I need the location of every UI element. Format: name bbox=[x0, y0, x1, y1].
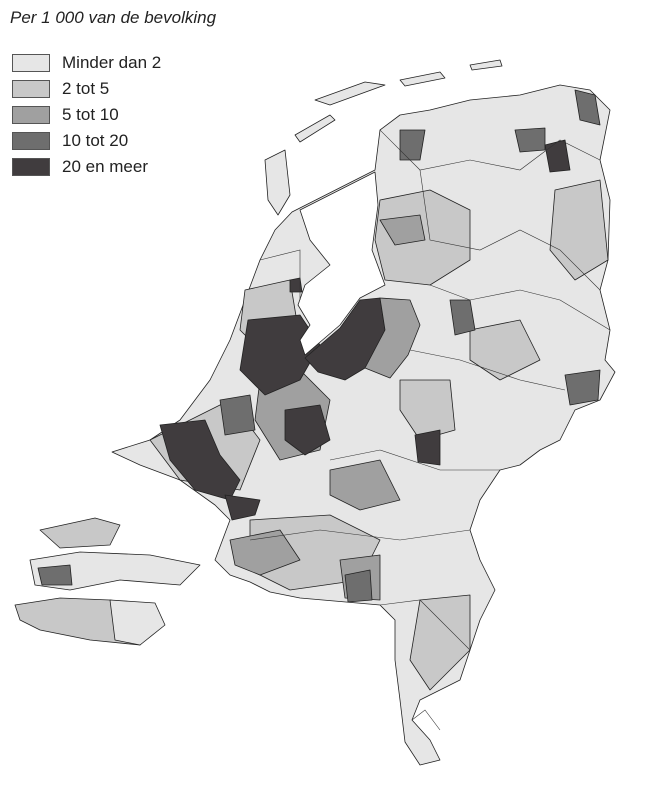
legend-swatch bbox=[12, 158, 50, 176]
vlieland bbox=[294, 114, 336, 143]
legend-item: 5 tot 10 bbox=[12, 102, 161, 128]
region bbox=[159, 419, 241, 501]
ijsselmeer bbox=[297, 171, 386, 356]
legend-item: Minder dan 2 bbox=[12, 50, 161, 76]
region bbox=[289, 277, 303, 293]
boundary bbox=[329, 449, 500, 471]
boundary bbox=[379, 599, 471, 651]
region bbox=[544, 139, 571, 173]
legend-label: 5 tot 10 bbox=[62, 105, 119, 124]
region bbox=[329, 459, 401, 511]
zeeuws-vlaanderen-east bbox=[109, 599, 166, 646]
boundary bbox=[249, 529, 471, 541]
region bbox=[469, 319, 541, 381]
boundary bbox=[429, 284, 611, 331]
legend-swatch bbox=[12, 132, 50, 150]
region bbox=[239, 314, 321, 396]
zeeland-mid bbox=[29, 551, 201, 591]
boundary bbox=[419, 169, 601, 291]
map-title: Per 1 000 van de bevolking bbox=[10, 8, 217, 27]
boundary bbox=[379, 129, 601, 171]
region bbox=[449, 299, 476, 336]
zeeland-north bbox=[39, 517, 121, 549]
terschelling bbox=[314, 81, 386, 106]
legend-swatch bbox=[12, 80, 50, 98]
legend-item: 20 en meer bbox=[12, 154, 161, 180]
legend-label: 10 tot 20 bbox=[62, 131, 129, 150]
region bbox=[514, 127, 546, 153]
region bbox=[379, 214, 426, 246]
legend: Minder dan 2 2 tot 5 5 tot 10 10 tot 20 … bbox=[12, 50, 161, 180]
region bbox=[224, 494, 261, 521]
ameland bbox=[399, 71, 446, 87]
region bbox=[344, 569, 373, 603]
legend-label: 20 en meer bbox=[62, 157, 148, 176]
texel bbox=[264, 149, 291, 216]
legend-label: Minder dan 2 bbox=[62, 53, 162, 72]
mainland bbox=[111, 84, 616, 766]
region bbox=[564, 369, 601, 406]
legend-label: 2 tot 5 bbox=[62, 79, 110, 98]
legend-swatch bbox=[12, 106, 50, 124]
boundary bbox=[259, 249, 301, 300]
boundary bbox=[409, 349, 566, 391]
region bbox=[409, 594, 471, 691]
region bbox=[549, 179, 609, 281]
legend-item: 2 tot 5 bbox=[12, 76, 161, 102]
region bbox=[414, 429, 441, 466]
region bbox=[574, 89, 601, 126]
region bbox=[219, 394, 256, 436]
flevoland-east bbox=[364, 297, 421, 379]
boundary bbox=[411, 709, 441, 731]
region bbox=[284, 404, 331, 456]
schiermonnikoog bbox=[469, 59, 503, 71]
legend-swatch bbox=[12, 54, 50, 72]
zeeland-walcheren bbox=[37, 564, 73, 586]
region bbox=[229, 529, 301, 576]
legend-item: 10 tot 20 bbox=[12, 128, 161, 154]
